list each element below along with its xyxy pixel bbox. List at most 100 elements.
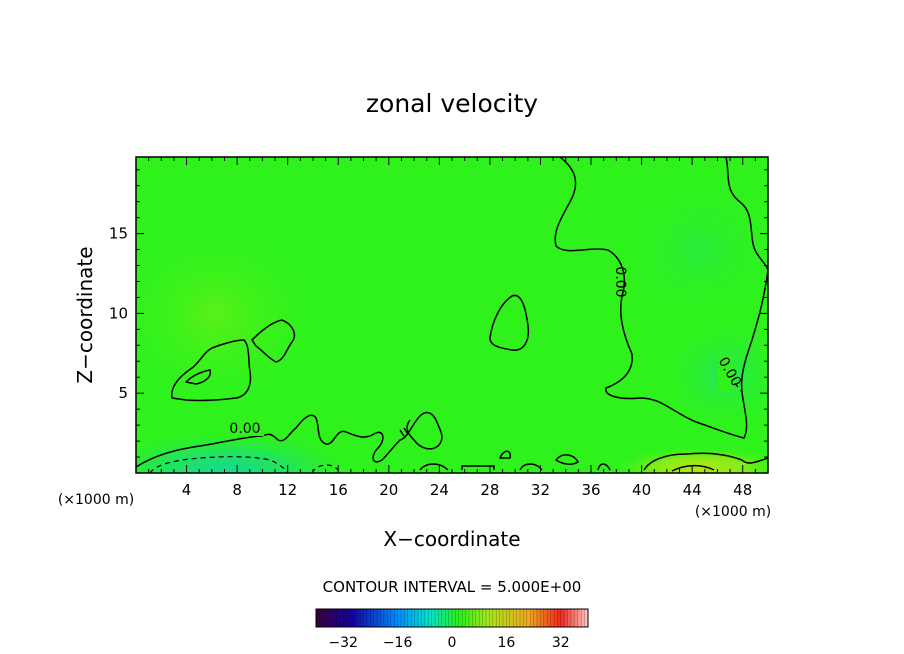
colorbar-cell [486, 609, 490, 627]
colorbar-cell [336, 609, 341, 627]
x-tick-label: 32 [531, 481, 550, 499]
colorbar-cell [346, 609, 351, 627]
colorbar-cell [455, 609, 460, 627]
colorbar-cell [571, 609, 575, 627]
colorbar-cell [329, 609, 334, 627]
colorbar-cell [543, 609, 548, 627]
colorbar-tick-label: −32 [328, 635, 358, 651]
colorbar-cell [319, 609, 324, 627]
zero-contour-small-2 [555, 454, 579, 465]
colorbar-frame [315, 608, 589, 628]
colorbar-cell [503, 609, 507, 627]
field-min-upper-right [610, 170, 768, 330]
x-tick-label: 20 [379, 481, 398, 499]
colorbar-cell [414, 609, 419, 627]
colorbar-cell [404, 609, 409, 627]
zero-contour-upper-left-lobe [251, 319, 296, 363]
colorbar-cell [547, 609, 551, 627]
contour-label-1: 0.00 [229, 421, 260, 437]
colorbar-tick-label: 0 [448, 635, 457, 651]
colorbar-cell [462, 609, 466, 627]
colorbar-cell [557, 609, 562, 627]
colorbar-cell [560, 609, 565, 627]
colorbar-cell [353, 609, 358, 627]
colorbar-cell [516, 609, 521, 627]
colorbar-cell [445, 609, 449, 627]
y-tick-label: 10 [109, 304, 128, 322]
colorbar-cell [550, 609, 555, 627]
colorbar-cell [373, 609, 378, 627]
colorbar-cell [418, 609, 422, 627]
colorbar-cell [564, 609, 568, 627]
colorbar-cell [554, 609, 558, 627]
zero-contour-small-1 [499, 450, 512, 459]
zero-contour-bottom-right-inner [671, 464, 715, 472]
colorbar-cell [465, 609, 470, 627]
colorbar-cell [489, 609, 494, 627]
field-max-lower-right [610, 446, 768, 473]
x-tick-label: 8 [232, 481, 242, 499]
y-tick-label: 5 [118, 384, 128, 402]
colorbar-cell [343, 609, 347, 627]
colorbar-cell [384, 609, 388, 627]
zero-contour-upper-left-inner [185, 369, 212, 385]
colorbar-cell [387, 609, 392, 627]
contour-interval-label: CONTOUR INTERVAL = 5.000E+00 [323, 578, 582, 596]
colorbar-cell [581, 609, 585, 627]
x-tick-label: 24 [430, 481, 449, 499]
colorbar-cell [350, 609, 354, 627]
y-axis-ticks: 5 10 15 [109, 169, 768, 458]
colorbar-cell [577, 609, 582, 627]
contour-label-bg-1 [226, 420, 264, 436]
x-tick-label: 48 [733, 481, 752, 499]
zero-contour-upper-left-outer [171, 339, 252, 402]
y-axis-label: Z−coordinate [73, 246, 97, 383]
colorbar-cell [523, 609, 528, 627]
x-tick-label: 16 [329, 481, 348, 499]
colorbar-cell [411, 609, 415, 627]
colorbar-cell [326, 609, 330, 627]
colorbar-cell [421, 609, 426, 627]
colorbar-cell [380, 609, 385, 627]
colorbar-cell [506, 609, 511, 627]
colorbar-cell [513, 609, 517, 627]
colorbar-cell [452, 609, 456, 627]
colorbar-cell [333, 609, 337, 627]
colorbar-tick-label: 16 [497, 635, 515, 651]
zero-contour-small-4 [419, 463, 449, 471]
colorbar-cell [438, 609, 443, 627]
x-tick-label: 12 [278, 481, 297, 499]
colorbar-cell [448, 609, 453, 627]
colorbar-cell [533, 609, 538, 627]
colorbar-cell [499, 609, 504, 627]
colorbar [315, 609, 589, 627]
colorbar-cell [407, 609, 412, 627]
zero-contour-upper-right [725, 157, 768, 273]
colorbar-tick-label: −16 [383, 635, 413, 651]
colorbar-cell [363, 609, 368, 627]
colorbar-cell [424, 609, 429, 627]
field-max-upper-left [136, 220, 325, 410]
x-tick-label: 28 [480, 481, 499, 499]
colorbar-cell [441, 609, 446, 627]
colorbar-cell [370, 609, 375, 627]
colorbar-cell [428, 609, 432, 627]
contour-label-bg-3 [718, 356, 734, 392]
x-tick-label: 4 [182, 481, 192, 499]
y-tick-label: 15 [109, 225, 128, 243]
zero-contour-small-5 [461, 465, 495, 470]
field-min-right [655, 315, 768, 435]
colorbar-cell [390, 609, 395, 627]
colorbar-cell [377, 609, 381, 627]
colorbar-cell [339, 609, 344, 627]
colorbar-ticks: −32 −16 0 16 32 [328, 635, 569, 651]
plot-area: 0.00 0.00 0.00 [136, 157, 768, 473]
colorbar-cell [567, 609, 572, 627]
colorbar-cell [316, 609, 320, 627]
zero-contour-mid-island [489, 294, 530, 351]
colorbar-cell [322, 609, 327, 627]
colorbar-cell [431, 609, 436, 627]
colorbar-cell [537, 609, 541, 627]
colorbar-cell [530, 609, 534, 627]
